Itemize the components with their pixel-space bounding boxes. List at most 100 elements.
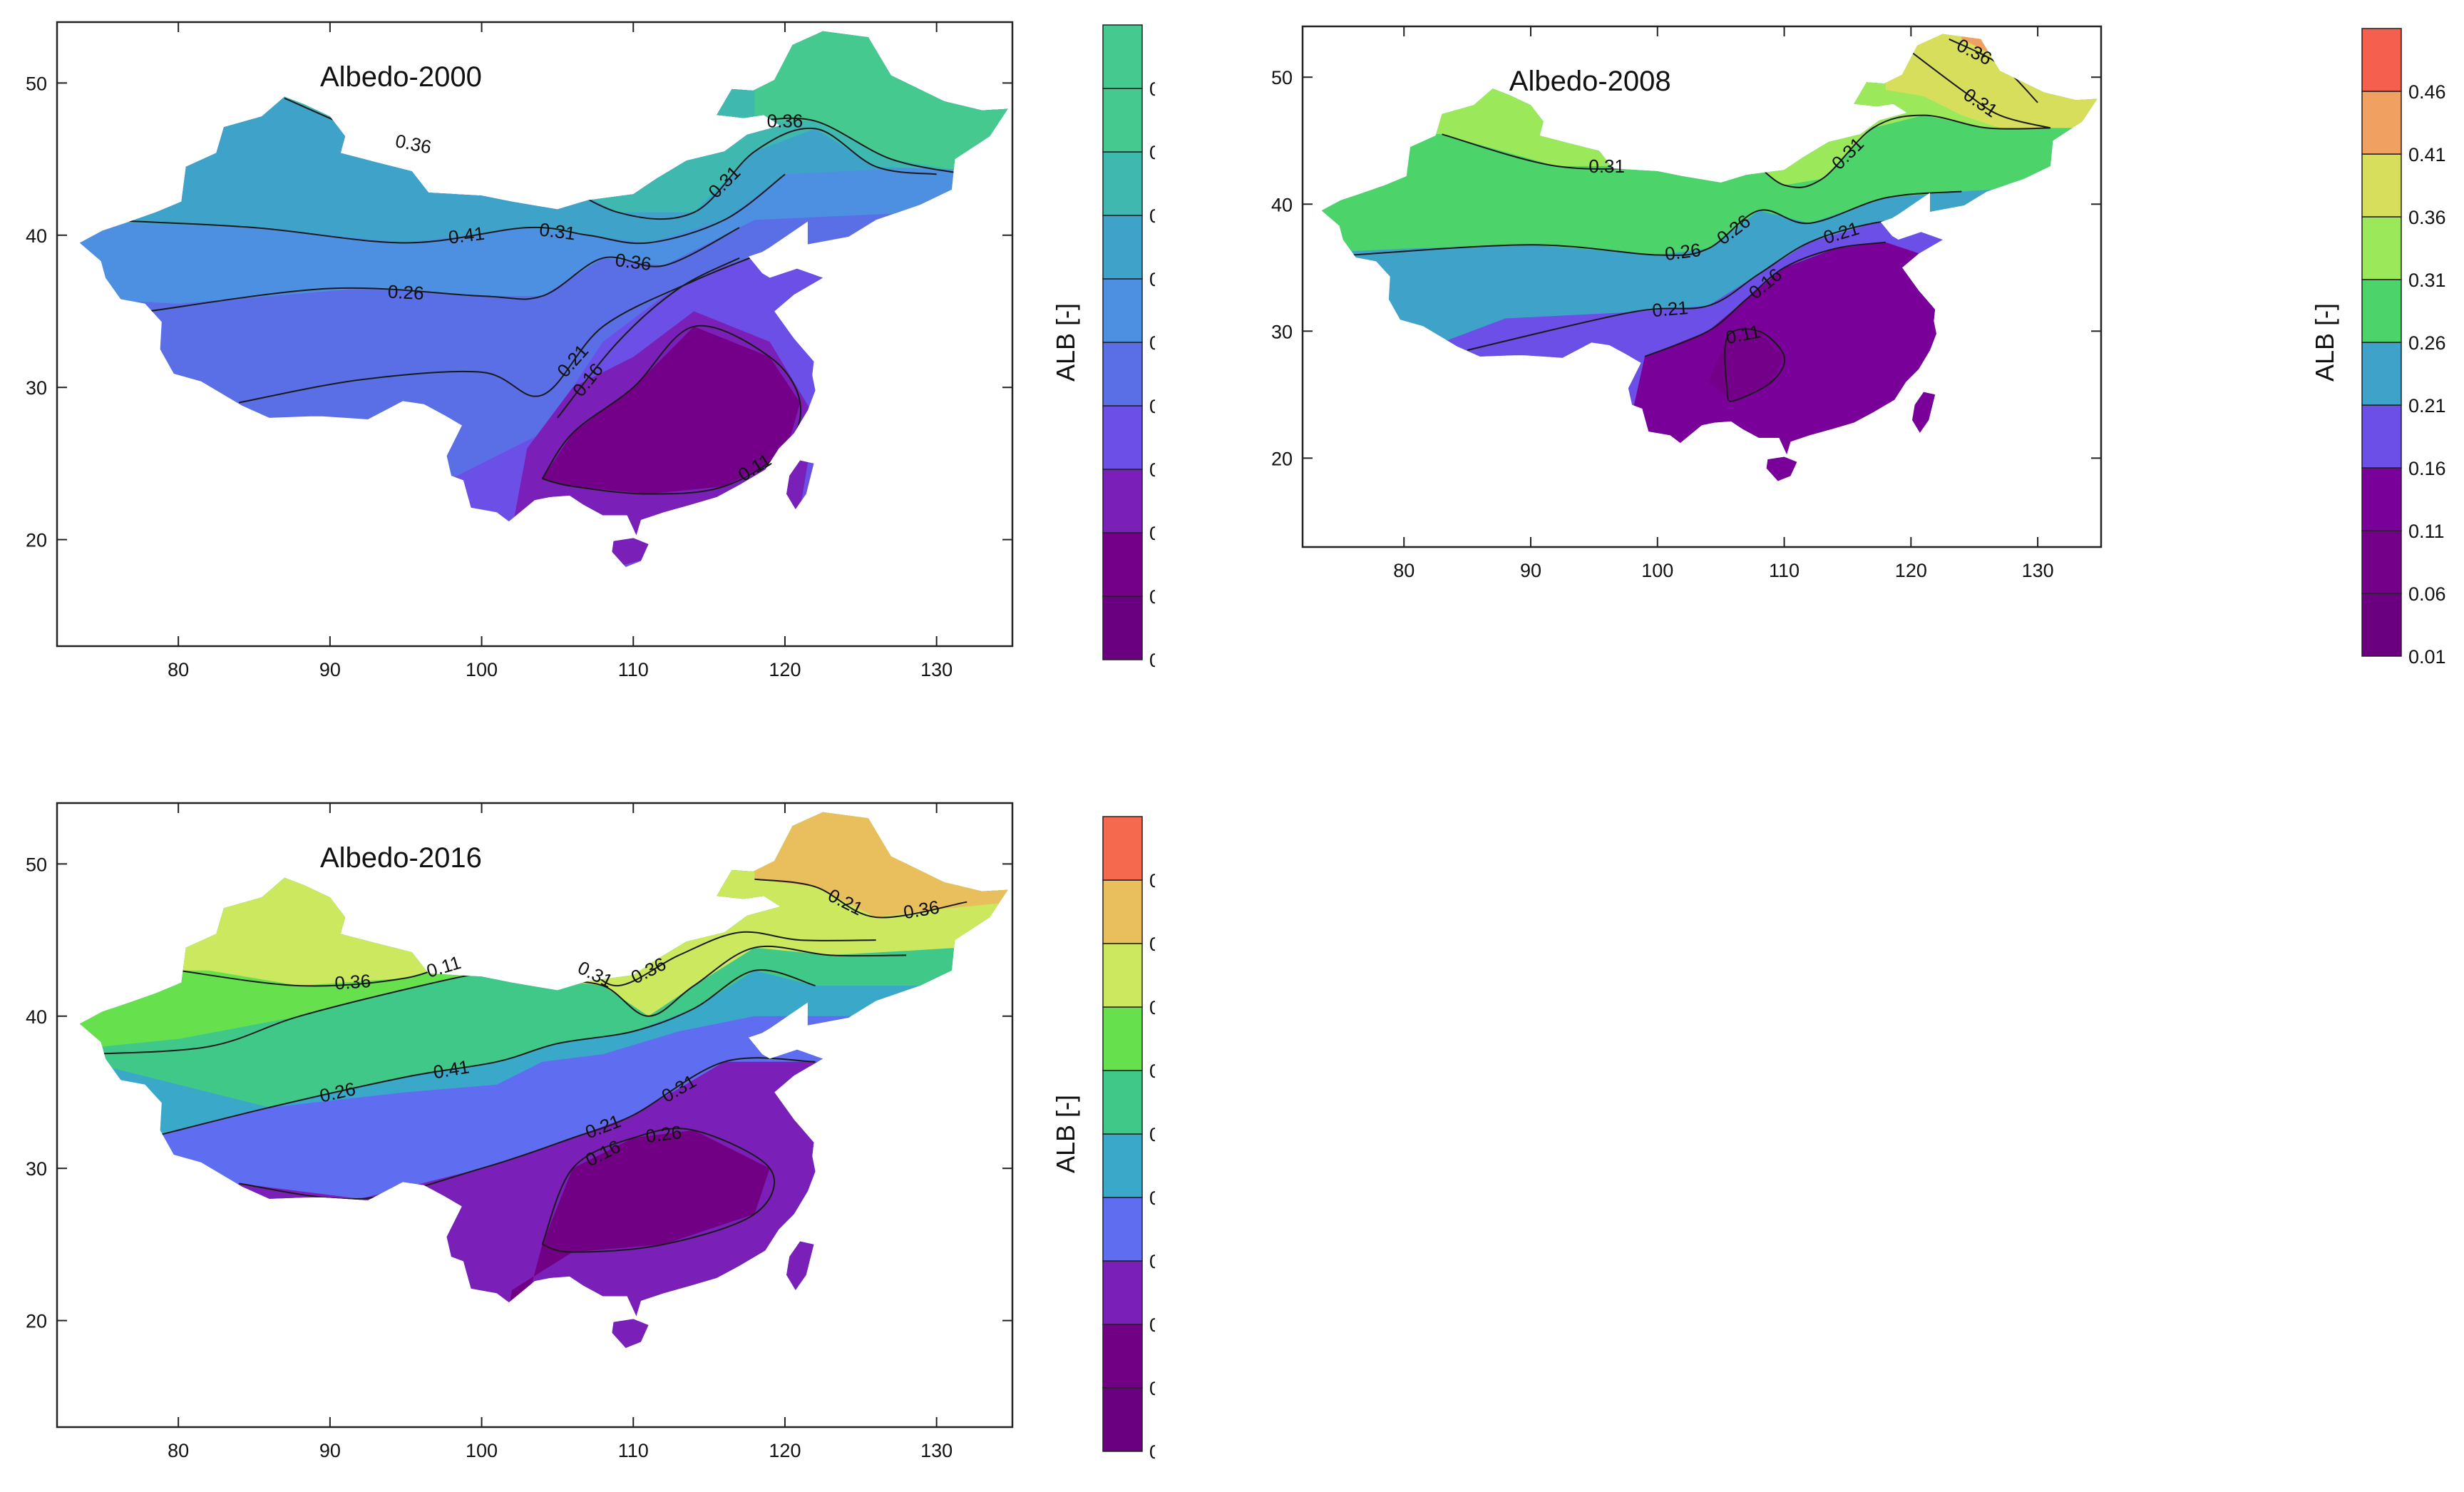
chart-title: Albedo-2008	[1509, 66, 1671, 97]
colorbar-tick-label: 0.46	[1149, 78, 1155, 100]
colorbar-tick-label: 0.41	[1149, 934, 1155, 955]
contour-lines	[87, 878, 967, 1253]
x-tick-label: 130	[920, 659, 953, 680]
plot-frame	[56, 802, 1014, 1429]
y-tick-label: 40	[1271, 194, 1293, 215]
colorbar-tick-label: 0.16	[2408, 458, 2446, 479]
contour-line	[1644, 241, 1886, 357]
y-tick-label: 50	[26, 854, 47, 875]
x-tick-label: 110	[618, 1440, 649, 1461]
colorbar-tick-label: 0.31	[1149, 269, 1155, 290]
contour-line	[754, 117, 967, 175]
contour-line	[178, 945, 907, 1017]
colorbar-tick-label: 0.31	[1149, 1061, 1155, 1082]
colorbar-swatch	[1102, 405, 1143, 470]
colorbar-tick-label: 0.26	[2408, 332, 2446, 354]
contour-line	[1910, 51, 2051, 129]
colorbar-tick-label: 0.21	[1149, 1187, 1155, 1209]
colorbar-swatch	[2361, 593, 2402, 657]
albedo-fill-regions	[79, 31, 1008, 567]
contour-line	[541, 1128, 776, 1253]
x-tick-label: 100	[466, 1440, 498, 1461]
colorbar-tick-label: 0.36	[1149, 997, 1155, 1018]
colorbar-swatch	[1102, 532, 1143, 597]
albedo-band	[906, 812, 1008, 879]
contour-label: 0.26	[645, 1121, 683, 1147]
albedo-2000-panel: 0.36 0.31 0.26 0.21 0.16 0.11 0.36 0.31 0.41 0.36…	[0, 0, 1155, 713]
colorbar-tick-label: 0.31	[2408, 270, 2446, 291]
colorbar-tick-label: 0.06	[1149, 1378, 1155, 1399]
y-tick-label: 20	[1271, 448, 1293, 469]
colorbar-swatch	[1102, 215, 1143, 280]
contour-label: 0.26	[1663, 239, 1702, 265]
colorbar-tick-label: 0.01	[1149, 1441, 1155, 1463]
chart-title: Albedo-2000	[320, 61, 482, 93]
colorbar-tick-label: 0.06	[1149, 586, 1155, 608]
y-tick-label: 40	[26, 225, 47, 247]
x-tick-label: 130	[2022, 560, 2054, 581]
colorbar-tick-label: 0.06	[2408, 583, 2446, 605]
colorbar-swatch	[1102, 1324, 1143, 1389]
x-tick-label: 80	[1393, 560, 1415, 581]
colorbar-tick-label: 0.46	[1149, 870, 1155, 891]
y-tick-label: 30	[1271, 321, 1293, 342]
albedo-2000-chart: 0.36 0.31 0.26 0.21 0.16 0.11 0.36 0.31 0.41 0.36…	[26, 21, 1155, 680]
contour-line	[754, 878, 967, 919]
albedo-band	[481, 1130, 770, 1348]
colorbar-swatch	[1102, 879, 1143, 944]
colorbar-tick-label: 0.11	[2408, 521, 2445, 542]
contour-line	[148, 227, 740, 312]
colorbar-tick-label: 0.01	[2408, 646, 2446, 668]
colorbar-tick-label: 0.46	[2408, 81, 2446, 103]
colorbar-swatch	[1102, 816, 1143, 881]
contour-line	[1353, 190, 1962, 256]
x-tick-label: 100	[466, 659, 498, 680]
colorbar-swatch	[1102, 1387, 1143, 1452]
colorbar-swatch	[1102, 1006, 1143, 1071]
contour-label: 0.36	[334, 970, 371, 994]
contour-label: 0.31	[538, 218, 577, 244]
colorbar-swatch	[1102, 278, 1143, 343]
contour-label: 0.31	[1588, 155, 1625, 177]
albedo-band	[542, 326, 801, 494]
contour-line	[148, 969, 816, 1139]
colorbar-label: ALB [-]	[1051, 1095, 1080, 1173]
contour-line	[1442, 114, 2050, 188]
contour-line	[239, 1057, 816, 1200]
contour-line	[102, 173, 786, 245]
contour-line	[1467, 216, 1937, 351]
plot-frame	[56, 21, 1014, 648]
colorbar-swatch	[2361, 216, 2402, 280]
albedo-2008-chart: 0.310.260.210.160.110.310.360.310.260.21…	[1271, 25, 2446, 668]
y-tick-label: 40	[26, 1006, 47, 1028]
colorbar-tick-label: 0.26	[1149, 1124, 1155, 1145]
x-tick-label: 90	[1520, 560, 1541, 581]
albedo-2008-panel: 0.31 0.26 0.21 0.16 0.11 0.31 0.36 0.31 0.26 0.21…	[1255, 0, 2464, 713]
x-tick-label: 90	[319, 1440, 341, 1461]
colorbar-swatch	[2361, 279, 2402, 343]
colorbar-swatch	[2361, 91, 2402, 155]
colorbar-tick-label: 0.26	[1149, 332, 1155, 354]
contour-label: 0.36	[394, 130, 433, 158]
colorbar-swatch	[2361, 28, 2402, 92]
colorbar-tick-label: 0.11	[1149, 523, 1155, 544]
colorbar-swatch	[1102, 1070, 1143, 1135]
x-tick-label: 130	[920, 1440, 953, 1461]
albedo-2016-panel: 0.36 0.31 0.26 0.21 0.16 0.21 0.11 0.36 0.41 0.31…	[0, 781, 1155, 1492]
colorbar-swatch	[1102, 88, 1143, 153]
contour-line	[239, 250, 771, 404]
contour-label: 0.36	[767, 111, 804, 132]
y-tick-label: 30	[26, 377, 47, 399]
x-tick-label: 80	[168, 659, 189, 680]
contour-lines	[1353, 38, 2051, 402]
x-tick-label: 80	[168, 1440, 189, 1461]
contour-line	[541, 325, 802, 495]
colorbar-tick-label: 0.36	[2408, 207, 2446, 228]
y-tick-label: 50	[26, 73, 47, 94]
colorbar-tick-label: 0.11	[1149, 1314, 1155, 1336]
colorbar-tick-label: 0.21	[2408, 395, 2446, 417]
colorbar-swatch	[1102, 151, 1143, 216]
chart-title: Albedo-2016	[320, 842, 482, 874]
colorbar-swatch	[2361, 342, 2402, 406]
colorbar-swatch	[1102, 1260, 1143, 1325]
